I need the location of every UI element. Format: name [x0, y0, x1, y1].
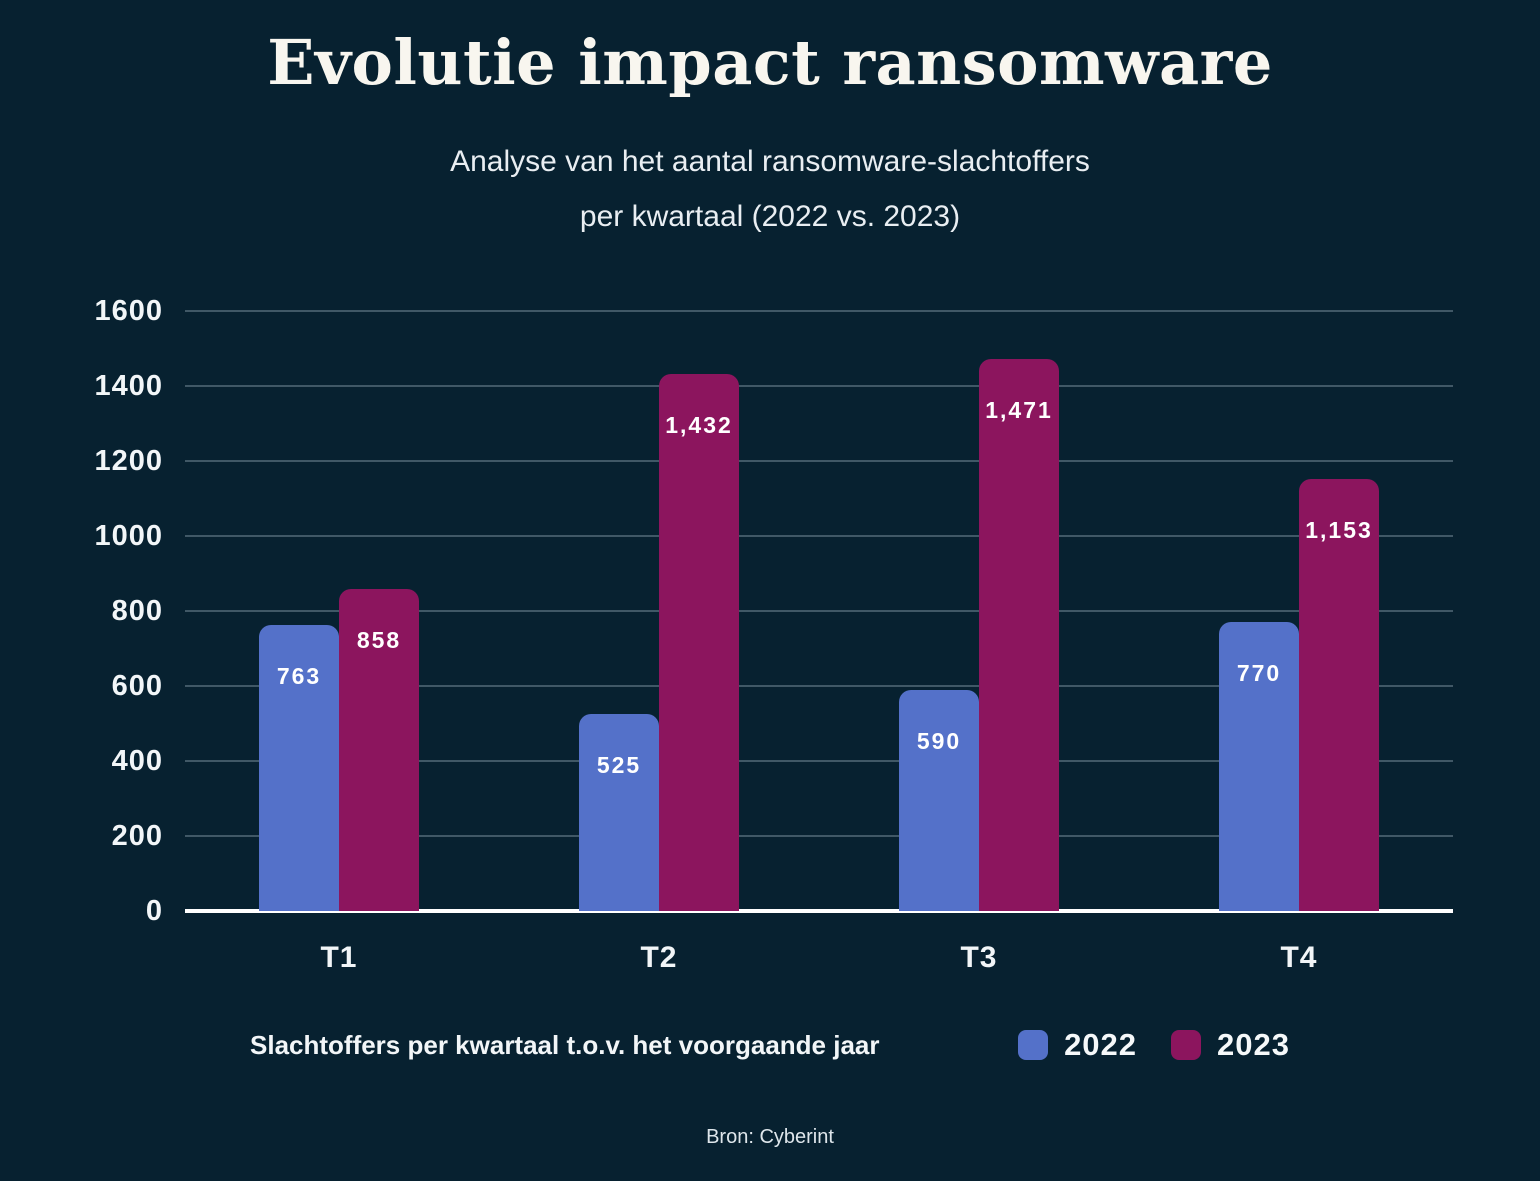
legend-swatch-2022	[1018, 1030, 1049, 1060]
legend-title: Slachtoffers per kwartaal t.o.v. het voo…	[250, 1029, 880, 1060]
y-axis-tick-600: 600	[111, 670, 163, 702]
legend-item-2023: 2023	[1171, 1027, 1290, 1063]
bar-2023-t4: 1,153	[1299, 479, 1379, 911]
x-axis-baseline	[185, 909, 1453, 913]
bar-group-t1: 763 858	[259, 311, 419, 911]
legend-label-2023: 2023	[1217, 1027, 1290, 1062]
subtitle-line-2: per kwartaal (2022 vs. 2023)	[579, 200, 961, 233]
legend-swatch-2023	[1171, 1030, 1202, 1060]
bar-value-2023-t3: 1,471	[985, 397, 1053, 423]
legend-label-2022: 2022	[1064, 1027, 1138, 1062]
bar-2022-t3: 590	[899, 690, 979, 911]
bar-2022-t4: 770	[1219, 622, 1299, 911]
gridline-800	[185, 610, 1453, 612]
bar-value-2022-t3: 590	[916, 728, 962, 754]
bar-group-t3: 590 1,471	[899, 311, 1059, 911]
gridline-400	[185, 760, 1453, 762]
legend-item-2022: 2022	[1018, 1027, 1137, 1063]
bar-2023-t3: 1,471	[979, 359, 1059, 911]
gridline-600	[185, 685, 1453, 687]
bar-group-t4: 770 1,153	[1219, 311, 1379, 911]
y-axis-tick-1400: 1400	[94, 370, 163, 402]
bar-2023-t1: 858	[339, 589, 419, 911]
plot-area: 763 858 525 1,432 590 1,471 770 1,153	[185, 310, 1453, 913]
bar-2023-t2: 1,432	[659, 374, 739, 911]
y-axis-tick-1600: 1600	[94, 295, 163, 327]
legend-items: 2022 2023	[1018, 1027, 1290, 1063]
bar-value-2023-t2: 1,432	[665, 412, 733, 438]
y-axis-tick-200: 200	[111, 820, 163, 852]
y-axis-tick-400: 400	[111, 745, 163, 777]
source-note: Bron: Cyberint	[706, 1126, 834, 1148]
y-axis-tick-0: 0	[145, 895, 163, 927]
gridline-1400	[185, 385, 1453, 387]
chart-subtitle: Analyse van het aantal ransomware-slacht…	[0, 134, 1540, 244]
bar-2022-t1: 763	[259, 625, 339, 911]
gridline-1200	[185, 460, 1453, 462]
y-axis-tick-1000: 1000	[94, 520, 163, 552]
bar-value-2022-t4: 770	[1236, 660, 1282, 686]
x-axis-label-t2: T2	[640, 941, 678, 974]
gridline-1000	[185, 535, 1453, 537]
page-title: Evolutie impact ransomware	[267, 26, 1273, 99]
bar-value-2022-t2: 525	[596, 752, 642, 778]
bar-value-2023-t1: 858	[356, 627, 402, 653]
y-axis-tick-800: 800	[111, 595, 163, 627]
gridline-200	[185, 835, 1453, 837]
gridline-1600	[185, 310, 1453, 312]
bar-value-2023-t4: 1,153	[1305, 517, 1373, 543]
x-axis: T1 T2 T3 T4	[185, 941, 1453, 983]
y-axis: 0 200 400 600 800 1000 1200 1400 1600	[0, 295, 163, 927]
x-axis-label-t1: T1	[320, 941, 358, 974]
bar-value-2022-t1: 763	[276, 663, 322, 689]
bar-2022-t2: 525	[579, 714, 659, 911]
x-axis-label-t3: T3	[960, 941, 998, 974]
y-axis-tick-1200: 1200	[94, 445, 163, 477]
x-axis-label-t4: T4	[1280, 941, 1318, 974]
legend: Slachtoffers per kwartaal t.o.v. het voo…	[250, 1022, 1290, 1068]
bar-group-t2: 525 1,432	[579, 311, 739, 911]
subtitle-line-1: Analyse van het aantal ransomware-slacht…	[450, 145, 1090, 178]
